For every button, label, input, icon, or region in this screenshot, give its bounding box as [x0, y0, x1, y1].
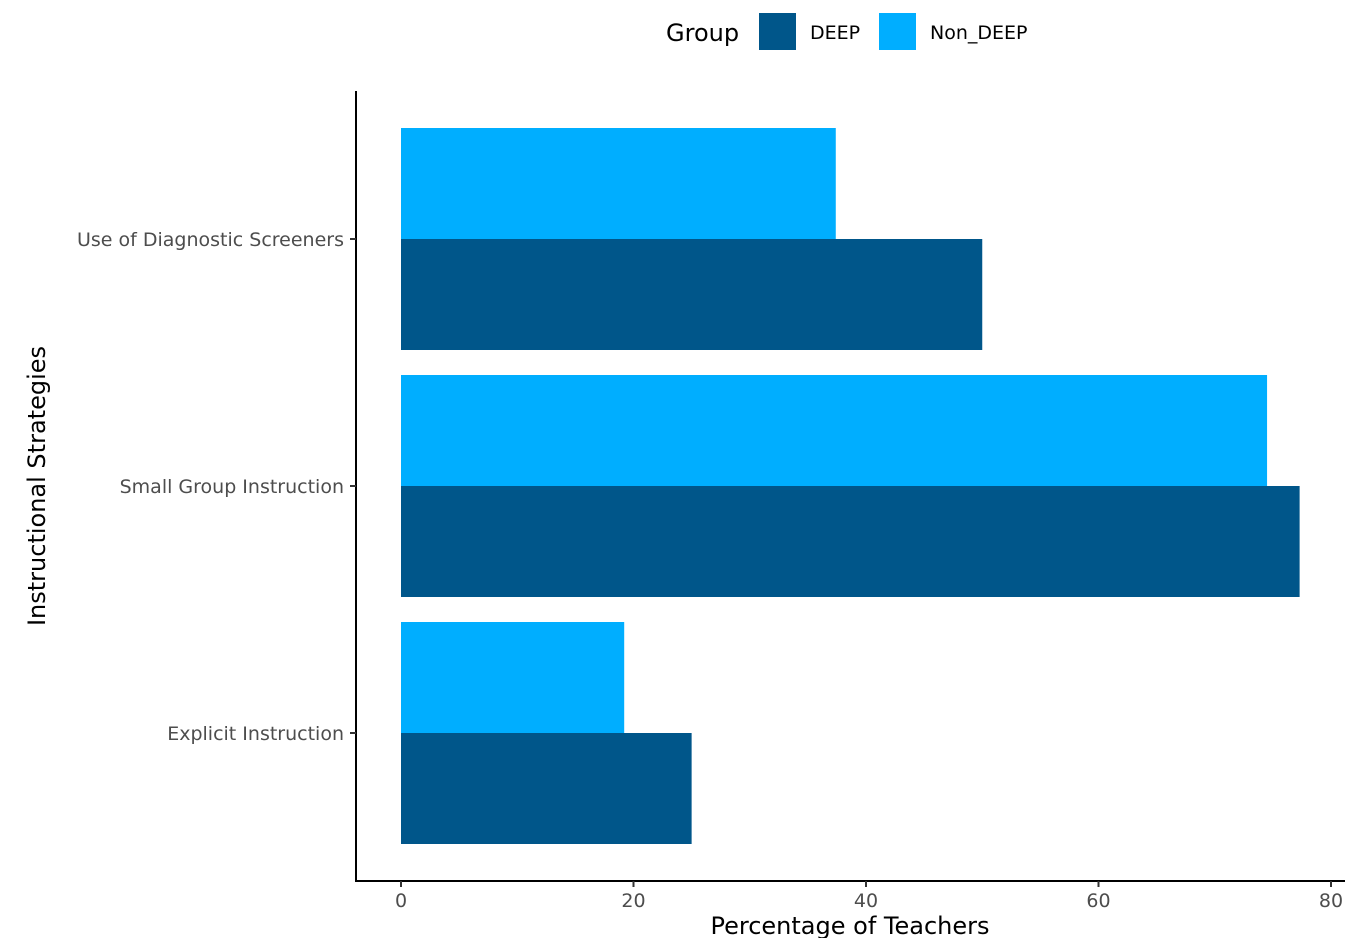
y-ticks: Use of Diagnostic Screeners Small Group I… [77, 229, 356, 745]
x-tick-label: 20 [621, 890, 645, 912]
bar-deep-use-of-diagnostic-screeners [401, 239, 983, 350]
legend-swatch-deep [759, 13, 796, 50]
bar-deep-small-group-instruction [401, 486, 1300, 597]
bars-layer [401, 128, 1300, 844]
legend-swatch-non-deep [879, 13, 916, 50]
x-tick-label: 0 [395, 890, 407, 912]
legend-label-deep: DEEP [810, 22, 860, 44]
x-tick-label: 40 [854, 890, 878, 912]
x-axis-title: Percentage of Teachers [711, 912, 990, 938]
y-tick-label: Small Group Instruction [120, 476, 344, 498]
bar-non-deep-explicit-instruction [401, 622, 625, 733]
bar-non-deep-use-of-diagnostic-screeners [401, 128, 836, 239]
y-tick-label: Explicit Instruction [167, 723, 344, 745]
x-ticks: 0 20 40 60 80 [395, 881, 1343, 912]
legend-title: Group [666, 19, 739, 47]
y-axis-title: Instructional Strategies [23, 346, 51, 626]
x-tick-label: 80 [1319, 890, 1343, 912]
y-tick-label: Use of Diagnostic Screeners [77, 229, 344, 251]
bar-deep-explicit-instruction [401, 733, 692, 844]
bar-non-deep-small-group-instruction [401, 375, 1268, 486]
x-tick-label: 60 [1086, 890, 1110, 912]
legend: Group DEEP Non_DEEP [666, 13, 1027, 50]
legend-label-non-deep: Non_DEEP [930, 22, 1027, 44]
